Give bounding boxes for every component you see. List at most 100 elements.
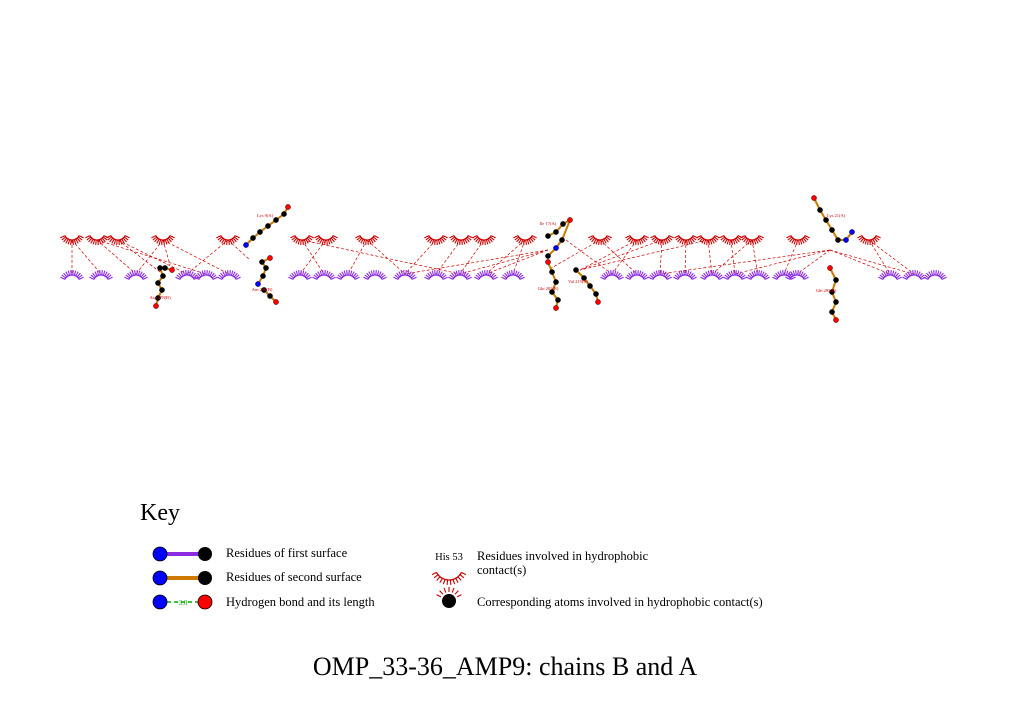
hydrophobic-residue-arc [85, 235, 109, 245]
chain-b-hydrophobic-residues [60, 235, 881, 245]
atom [545, 233, 551, 239]
atom [545, 253, 551, 259]
interaction-line [435, 239, 462, 275]
atom [160, 273, 166, 279]
atom [581, 275, 587, 281]
residue-label: Ile 17(A) [540, 221, 557, 226]
interaction-line [135, 239, 164, 275]
interaction-line [611, 239, 638, 275]
hydrophobic-residue-arc [312, 270, 336, 280]
residue-lys-21 [811, 195, 855, 243]
atom [835, 237, 841, 243]
atom [560, 221, 566, 227]
interaction-line [301, 239, 461, 275]
hydrophobic-residue-arc [696, 235, 720, 245]
atom [281, 211, 287, 217]
atom [553, 245, 559, 251]
atom [155, 280, 161, 286]
hydrophobic-residue-arc [336, 270, 360, 280]
atom [573, 267, 579, 273]
hydrophobic-residue-arc [723, 270, 747, 280]
interaction-line [796, 249, 831, 275]
hydrophobic-residue-arc [902, 270, 926, 280]
atom [255, 281, 261, 287]
atom [250, 235, 256, 241]
hydrophobic-residue-arc [650, 235, 674, 245]
interaction-line [485, 249, 549, 275]
residue-gln-285 [827, 265, 839, 323]
atom [833, 317, 839, 323]
interaction-line [459, 249, 549, 275]
hydrophobic-residue-arc [355, 235, 379, 245]
atom [169, 267, 175, 273]
key-hbond-label: Hydrogen bond and its length [226, 595, 375, 609]
hydrophobic-residue-arc [474, 270, 498, 280]
hydrophobic-residue-arc [448, 270, 472, 280]
key-second-surface-symbol [152, 570, 212, 586]
interaction-line [730, 239, 736, 275]
key-hydrophobic-symbol: His 53 [431, 552, 467, 585]
atom [545, 259, 551, 265]
interaction-line [707, 239, 713, 275]
atom [267, 255, 273, 261]
key-first-surface-symbol [152, 546, 212, 562]
atom [587, 283, 593, 289]
hydrophobic-residue-arc [449, 235, 473, 245]
atom [260, 273, 266, 279]
interaction-line [829, 249, 914, 275]
interaction-line [579, 239, 638, 271]
hydrophobic-residue-arc [424, 270, 448, 280]
atom [263, 265, 269, 271]
interaction-line [404, 239, 437, 275]
atom [261, 287, 267, 293]
residue-label: Asp 278(B) [149, 295, 171, 300]
atom [811, 195, 817, 201]
interaction-line [347, 239, 368, 275]
atom [823, 217, 829, 223]
residue-arn-280 [255, 255, 273, 287]
interaction-line [96, 239, 207, 275]
interaction-line [547, 239, 601, 271]
interaction-line [71, 239, 102, 275]
hydrophobic-residue-arc [746, 270, 770, 280]
residue-asp-278-sidechain [162, 265, 175, 273]
hydrophobic-residue-arc [290, 235, 314, 245]
residue-label: Lys 9(A) [257, 213, 274, 218]
interaction-line [868, 239, 891, 275]
hydrophobic-residue-arc [217, 270, 241, 280]
atom [833, 299, 839, 305]
atom [259, 259, 265, 265]
interaction-line [117, 239, 161, 273]
hydrophobic-residue-arc [786, 235, 810, 245]
hydrophobic-residue-arc [393, 270, 417, 280]
residue-label: Lys 21(A) [827, 213, 846, 218]
interaction-line [659, 239, 663, 275]
atom [567, 217, 573, 223]
key-hydrophobic-label: Residues involved in hydrophobic contact… [477, 549, 649, 577]
interaction-line [459, 239, 485, 275]
residue-label: Gln 285(B) [816, 288, 837, 293]
atom [829, 289, 835, 295]
residue-lys-9 [243, 204, 291, 248]
residue-val-219 [573, 267, 601, 305]
key-hydrophobic-example-label: His 53 [435, 552, 463, 563]
interaction-line [485, 239, 526, 275]
atom [159, 287, 165, 293]
key-hydrophobic-arc [431, 571, 467, 585]
atom [265, 223, 271, 229]
hydrophobic-residue-arc [288, 270, 312, 280]
residue-arn-280-tail [261, 287, 279, 305]
chain-a-hydrophobic-residues [60, 270, 947, 280]
interaction-line [162, 239, 230, 275]
key-hydrophobic-atoms-label: Corresponding atoms involved in hydropho… [477, 595, 763, 609]
interaction-line [299, 239, 327, 275]
atom [817, 207, 823, 213]
atom [549, 269, 555, 275]
residue-gln-281 [545, 259, 561, 311]
hydrophobic-residue-arc [719, 235, 743, 245]
atom [549, 289, 555, 295]
interaction-line [366, 239, 406, 275]
atom [833, 277, 839, 283]
hydrophobic-residue-arc [60, 235, 84, 245]
